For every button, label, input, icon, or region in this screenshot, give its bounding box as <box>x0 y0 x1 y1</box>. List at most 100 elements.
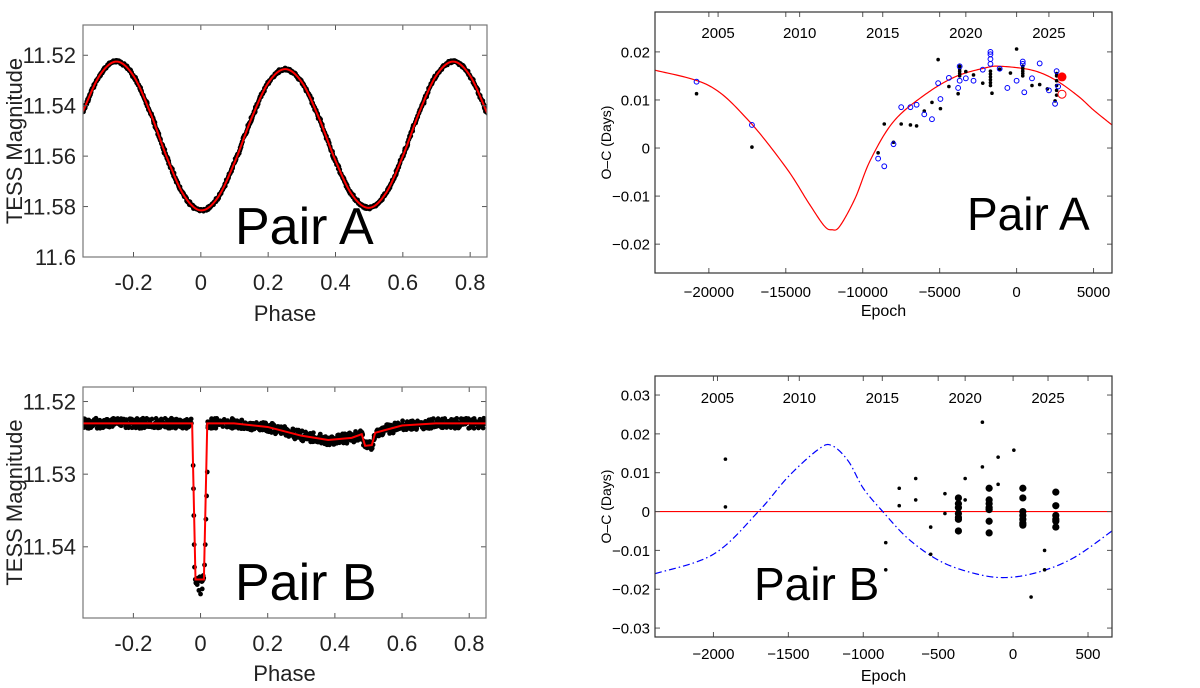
data-point-dot <box>930 100 934 105</box>
data-point-small-dot <box>928 525 933 529</box>
data-point-open-circle <box>1019 61 1026 67</box>
data-point-open-circle <box>962 75 969 82</box>
data-point-large-dot <box>1052 502 1060 510</box>
observed-point <box>149 416 155 422</box>
data-point-large-dot <box>1052 488 1060 496</box>
data-point-small-dot <box>928 552 933 557</box>
data-point-large-dot <box>1052 517 1060 525</box>
y-tick-label: 0.01 <box>621 92 650 109</box>
data-point-open-circle <box>907 104 914 111</box>
data-point-open-circle <box>945 74 952 81</box>
y-tick-label: −0.01 <box>612 188 650 205</box>
data-point-dot <box>988 83 993 88</box>
eclipse-point <box>199 586 205 592</box>
data-point-large-dot <box>954 494 963 502</box>
y-tick-label: 11.6 <box>35 245 76 270</box>
data-point-open-circle <box>749 122 755 128</box>
data-point-small-dot <box>1042 568 1047 572</box>
data-point-open-circle <box>1021 89 1028 96</box>
observed-point <box>220 424 226 429</box>
x-tick-label: 0.6 <box>388 270 419 295</box>
y-tick-label: 0.02 <box>621 426 650 443</box>
observed-point <box>134 416 140 421</box>
year-label: 2005 <box>701 390 734 407</box>
data-point-small-dot <box>913 498 918 502</box>
data-point-open-circle <box>935 80 942 87</box>
data-point-large-dot <box>1052 523 1060 531</box>
data-point-dot <box>988 77 993 82</box>
x-axis-label: Phase <box>254 301 316 326</box>
y-axis-label: O–C (Days) <box>598 470 614 544</box>
x-tick-label: 0.8 <box>455 270 486 295</box>
data-point-dot <box>938 106 943 111</box>
data-point-large-dot <box>985 529 993 537</box>
data-point-large-dot <box>985 484 993 492</box>
data-point-dot <box>964 69 968 74</box>
panel-top-right: −20000 −15000 −10000 −5000 0 5000 0.02 0.01 0 −0.… <box>598 11 1113 320</box>
data-point-small-dot <box>883 540 888 545</box>
data-point-open-circle <box>937 96 944 102</box>
data-point-open-red <box>1057 89 1067 99</box>
data-point-open-circle <box>1055 83 1062 90</box>
data-point-open-circle <box>881 163 888 170</box>
observed-point <box>310 430 316 436</box>
observed-point <box>213 425 219 430</box>
data-point-large-dot <box>1019 521 1027 529</box>
data-point-small-dot <box>913 476 918 481</box>
data-point-small-dot <box>943 511 947 516</box>
observed-point <box>188 416 194 422</box>
y-tick-label: 11.52 <box>23 43 76 68</box>
data-point-large-dot <box>985 506 993 514</box>
year-label: 2015 <box>866 390 899 407</box>
data-point-dot <box>1030 83 1034 88</box>
pair-annotation: Pair A <box>967 188 1090 240</box>
x-tick-label: 0.4 <box>320 631 351 656</box>
x-tick-label: −1500 <box>767 646 809 663</box>
data-point-dot <box>882 122 887 126</box>
data-point-dot <box>980 81 985 85</box>
pair-annotation: Pair A <box>235 198 374 256</box>
data-point-small-dot <box>1042 548 1047 553</box>
axes-frame <box>654 11 1113 274</box>
y-tick-label: 11.54 <box>23 535 76 560</box>
x-tick-label: −20000 <box>684 284 734 301</box>
data-point-dot <box>1014 47 1019 51</box>
x-axis-label: Epoch <box>861 668 906 685</box>
y-axis-label: O–C (Days) <box>598 106 614 180</box>
data-point-open-circle <box>929 116 935 123</box>
plot-area <box>655 420 1112 599</box>
observed-point <box>400 418 405 424</box>
data-point-dot <box>988 75 993 79</box>
data-point-small-dot <box>980 420 985 425</box>
data-point-open-circle <box>987 51 994 58</box>
year-label: 2015 <box>866 25 899 42</box>
x-tick-label: 0.2 <box>252 631 283 656</box>
x-tick-label: −1000 <box>842 646 884 663</box>
data-point-dot <box>988 72 993 76</box>
data-point-small-dot <box>723 505 728 509</box>
x-tick-label: 0.4 <box>320 270 351 295</box>
data-point-dot <box>694 91 699 96</box>
data-point-dot <box>988 80 993 85</box>
data-point-open-circle <box>1046 87 1052 94</box>
data-point-dot <box>876 151 880 155</box>
y-tick-label: 0 <box>642 504 650 521</box>
observed-point <box>278 424 284 430</box>
data-point-open-circle <box>898 104 905 111</box>
data-point-open-circle <box>875 155 882 162</box>
x-tick-label: 0.6 <box>387 631 418 656</box>
pair-annotation: Pair B <box>754 558 879 610</box>
data-point-large-dot <box>954 527 963 535</box>
data-point-open-circle <box>955 85 962 91</box>
plot-area <box>83 415 486 597</box>
data-point-open-circle <box>956 63 963 70</box>
data-point-open-circle <box>1004 85 1011 91</box>
data-point-dot <box>971 73 976 77</box>
axes-frame <box>82 24 488 258</box>
data-point-large-dot <box>1019 484 1027 492</box>
ltte-curve <box>655 443 1112 579</box>
data-point-open-circle <box>979 66 986 73</box>
axes-frame <box>82 386 487 619</box>
eclipse-point <box>194 582 200 587</box>
y-axis-label: TESS Magnitude <box>2 58 27 224</box>
